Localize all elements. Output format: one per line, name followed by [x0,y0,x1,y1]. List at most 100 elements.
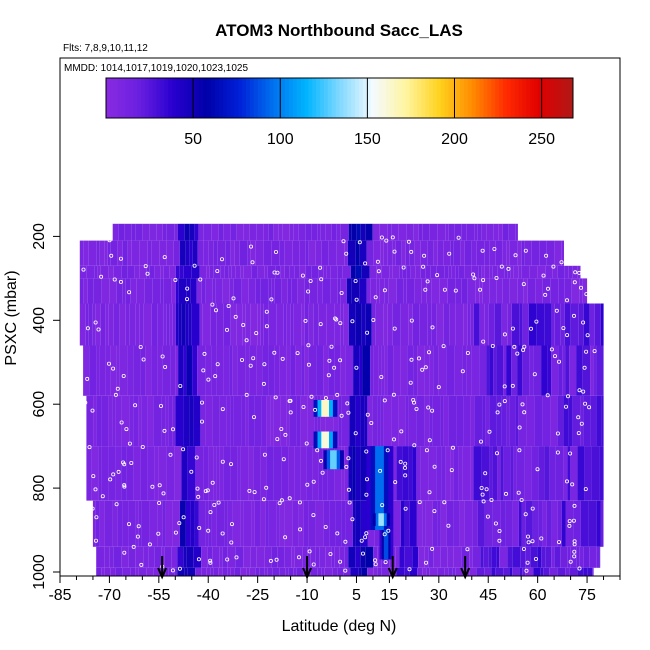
heatmap-cell [298,223,306,241]
heatmap-cell [516,446,525,501]
heatmap-cell [600,303,604,346]
heatmap-cell [484,567,492,576]
y-tick-label: 800 [31,475,48,502]
heatmap-cell [387,240,393,266]
heatmap-cell [284,265,290,279]
sample-point [541,273,546,278]
sample-point [83,400,88,405]
heatmap-cell [318,303,327,346]
heatmap-cell [340,278,347,304]
sample-point [135,534,140,539]
heatmap-cell [92,500,96,547]
sample-point [522,410,527,415]
sample-point [108,477,113,482]
heatmap-cell [219,395,227,447]
heatmap-cell [573,500,581,547]
colorbar-swatch [129,78,134,118]
sample-point [208,558,213,563]
colorbar-swatch [172,78,177,118]
colorbar-swatch [358,78,364,118]
sample-point [85,326,90,331]
colorbar-swatch [432,78,438,118]
heatmap-cell [246,567,250,576]
colorbar-swatch [168,78,173,118]
heatmap-cell [98,446,102,501]
heatmap-cell [229,345,233,396]
heatmap-cell [94,265,98,279]
heatmap-cell [186,278,191,304]
heatmap-cell [509,240,518,266]
heatmap-cell [86,395,94,447]
heatmap-cell [493,345,497,396]
heatmap-cell [183,546,187,568]
heatmap-cell [429,223,438,241]
sample-point [447,251,452,256]
heatmap-cell [444,265,449,279]
heatmap-cell [482,278,490,304]
heatmap-cell [255,240,264,266]
colorbar-swatch [464,78,469,118]
sample-point [526,534,531,539]
heatmap-cell [197,345,206,396]
heatmap-cell [570,446,578,501]
heatmap-cell [227,567,231,576]
heatmap-cell [147,240,152,266]
sample-point [380,503,385,508]
heatmap-cell [79,278,84,304]
sample-point [587,405,592,410]
arrow-head [460,567,471,580]
heatmap-cell [311,265,319,279]
sample-point [579,421,584,426]
heatmap-cell [321,240,329,266]
sample-point [335,531,340,536]
heatmap-cell [321,567,325,576]
sample-point [525,560,530,565]
heatmap-cell [264,546,272,568]
heatmap-cell [509,278,518,304]
heatmap-cell [546,500,552,547]
heatmap-cell [288,567,294,576]
heatmap-cell [453,446,459,501]
heatmap-cell [274,278,282,304]
heatmap-cell [448,567,453,576]
heatmap-cell [199,303,203,346]
heatmap-cell [480,546,484,568]
heatmap-cell [317,278,323,304]
heatmap-cell [249,567,256,576]
heatmap-cell [219,446,224,501]
heatmap-cell [168,567,175,576]
heatmap-cell [280,265,285,279]
heatmap-cell [119,303,126,346]
heatmap-cell [389,265,393,279]
sample-point [339,413,344,418]
heatmap-cell [181,303,186,346]
heatmap-cell [464,240,472,266]
heatmap-cell [241,278,249,304]
heatmap-cell [171,278,176,304]
sample-point [254,331,259,336]
heatmap-cell [250,240,256,266]
heatmap-cell [323,265,327,279]
heatmap-cell [424,546,429,568]
heatmap-cell [236,303,243,346]
sample-point [393,480,398,485]
sample-point [510,326,515,331]
sample-point [91,474,96,479]
sample-point [379,235,384,240]
heatmap-cell [317,223,321,241]
heatmap-cell [542,395,551,447]
heatmap-cell [479,345,487,396]
heatmap-cell [159,240,167,266]
heatmap-cell [580,500,589,547]
sample-point [318,322,323,327]
heatmap-cell [202,303,211,346]
heatmap-cell [568,265,573,279]
sample-point [93,487,98,492]
heatmap-cell [433,546,441,568]
colorbar-swatch [160,78,165,118]
sample-point [354,365,359,370]
sample-point [208,510,213,515]
colorbar-swatch [109,78,115,118]
heatmap-cell [314,395,318,447]
heatmap-cell [333,395,339,447]
